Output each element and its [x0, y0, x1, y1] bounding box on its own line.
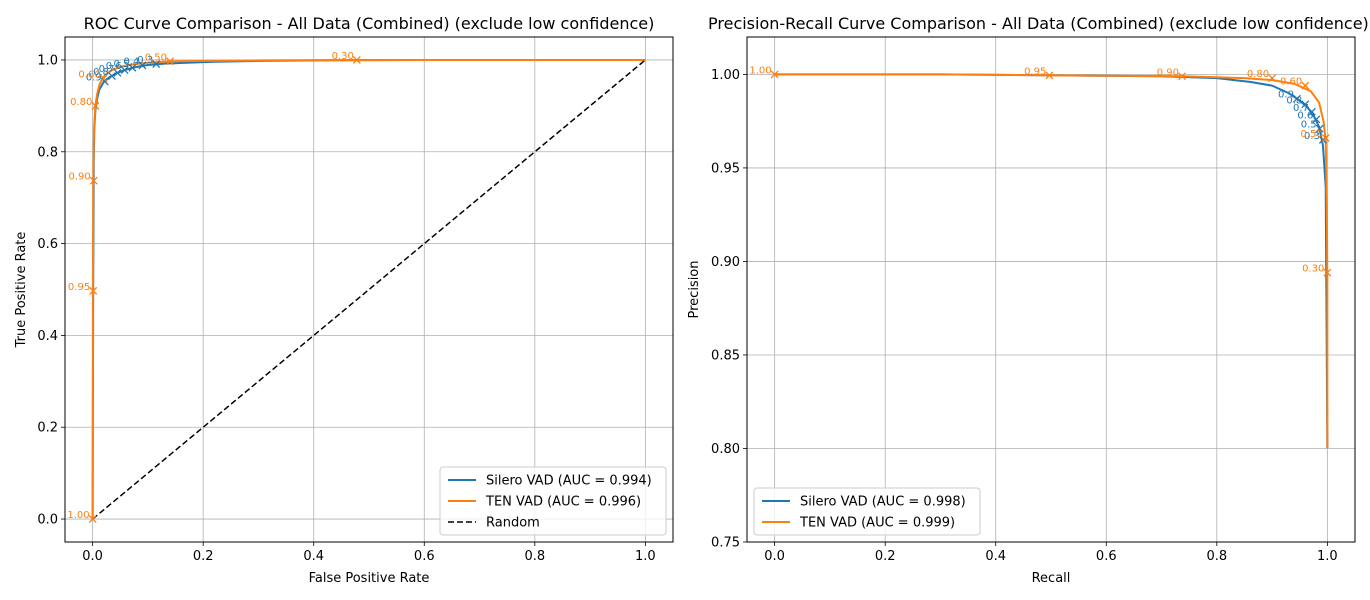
pr-x-tick-label: 0.2 [875, 549, 896, 564]
pr-threshold-marker [1315, 124, 1324, 133]
pr-chart-title: Precision-Recall Curve Comparison - All … [708, 14, 1369, 33]
roc-threshold-label: 0.6 [106, 61, 122, 72]
pr-threshold-label: 1.00 [749, 65, 771, 76]
pr-threshold-marker [1312, 115, 1321, 124]
roc-legend-label: Random [486, 516, 540, 531]
roc-threshold-marker [99, 74, 108, 83]
roc-x-tick-label: 0.8 [524, 549, 545, 564]
pr-x-tick-label: 1.0 [1317, 549, 1338, 564]
roc-threshold-label: 0.30 [332, 51, 354, 62]
roc-plot-frame [64, 36, 674, 543]
pr-threshold-label: 0.8 [1286, 95, 1302, 106]
roc-legend-box [439, 466, 667, 536]
roc-threshold-label: 0.4 [123, 56, 139, 67]
pr-y-tick-label: 1.00 [711, 68, 740, 83]
roc-threshold-marker [91, 101, 100, 110]
roc-threshold-label: 0.95 [68, 282, 90, 293]
pr-x-tick-label: 0.4 [985, 549, 1006, 564]
pr-plot-frame [746, 36, 1356, 543]
roc-series-line-3 [92, 59, 646, 520]
roc-x-tick-label: 0.2 [193, 549, 214, 564]
roc-legend-label: Silero VAD (AUC = 0.994) [486, 474, 652, 489]
pr-threshold-label: 0.60 [1280, 77, 1302, 88]
roc-y-tick-label: 0.6 [37, 237, 58, 252]
pr-threshold-label: 0.30 [1302, 264, 1324, 275]
roc-threshold-marker [166, 57, 174, 66]
pr-x-tick-label: 0.8 [1206, 549, 1227, 564]
pr-legend-label: Silero VAD (AUC = 0.998) [800, 495, 966, 510]
roc-threshold-label: 1.00 [67, 510, 89, 521]
roc-threshold-marker [89, 176, 98, 185]
roc-threshold-marker [89, 286, 98, 295]
pr-x-axis-label: Recall [1032, 571, 1071, 586]
roc-y-tick-label: 0.2 [37, 421, 58, 436]
pr-legend: Silero VAD (AUC = 0.998) TEN VAD (AUC = 0… [753, 487, 981, 536]
pr-threshold-label: 0.3 [1304, 131, 1320, 142]
roc-threshold-label: 0.7 [99, 64, 115, 75]
roc-series-line-2 [91, 58, 646, 520]
roc-threshold-marker [138, 61, 147, 70]
pr-threshold-marker [1323, 268, 1332, 277]
pr-threshold-label: 0.95 [1024, 66, 1046, 77]
roc-threshold-label: 0.3 [137, 55, 153, 66]
pr-threshold-marker [1301, 100, 1310, 109]
roc-x-axis-label: False Positive Rate [309, 571, 430, 586]
pr-threshold-label: 0.7 [1293, 103, 1309, 114]
roc-threshold-label: 0.80 [70, 97, 92, 108]
pr-threshold-marker [770, 70, 779, 79]
roc-y-axis-label: True Positive Rate [14, 232, 29, 349]
roc-threshold-marker [152, 60, 161, 69]
pr-legend-box [753, 487, 981, 536]
roc-y-tick-label: 0.8 [37, 145, 58, 160]
roc-legend: Silero VAD (AUC = 0.994) TEN VAD (AUC = 0… [439, 466, 667, 536]
roc-threshold-marker [120, 66, 129, 75]
pr-y-tick-label: 0.90 [711, 255, 740, 270]
pr-x-tick-label: 0.0 [764, 549, 785, 564]
roc-threshold-label: 0.90 [68, 172, 90, 183]
roc-threshold-label: 0.50 [145, 52, 167, 63]
roc-legend-label: TEN VAD (AUC = 0.996) [485, 495, 641, 510]
pr-threshold-marker [1301, 81, 1310, 90]
roc-x-tick-label: 0.0 [82, 549, 103, 564]
pr-y-axis-label: Precision [687, 260, 702, 318]
roc-chart-title: ROC Curve Comparison - All Data (Combine… [84, 14, 655, 33]
pr-y-tick-label: 0.85 [711, 348, 740, 363]
roc-y-tick-label: 0.4 [37, 329, 58, 344]
roc-threshold-marker [352, 55, 361, 64]
roc-y-tick-label: 1.0 [37, 53, 58, 68]
pr-y-tick-label: 0.75 [711, 536, 740, 551]
pr-x-tick-label: 0.6 [1096, 549, 1117, 564]
pr-threshold-marker [1045, 71, 1054, 80]
pr-threshold-marker [1293, 94, 1301, 103]
pr-threshold-label: 0.80 [1247, 69, 1269, 80]
pr-threshold-label: 0.9 [1278, 90, 1294, 101]
pr-threshold-marker [1268, 74, 1277, 83]
roc-threshold-label: 0.9 [86, 73, 102, 84]
roc-x-tick-label: 1.0 [635, 549, 656, 564]
pr-threshold-label: 0.6 [1297, 110, 1313, 121]
pr-threshold-label: 0.5 [1301, 120, 1317, 131]
pr-legend-label: TEN VAD (AUC = 0.999) [799, 516, 955, 531]
pr-y-tick-label: 0.80 [711, 442, 740, 457]
pr-chart: 0.90.80.70.60.50.31.00 0.95 0.90 0.800.600.… [687, 14, 1369, 586]
pr-y-tick-label: 0.95 [711, 161, 740, 176]
pr-threshold-label: 0.90 [1157, 67, 1179, 78]
roc-x-tick-label: 0.4 [303, 549, 324, 564]
roc-threshold-label: 0.8 [93, 67, 109, 78]
roc-threshold-marker [113, 68, 122, 77]
pr-threshold-marker [1321, 134, 1330, 142]
roc-x-tick-label: 0.6 [414, 549, 435, 564]
roc-y-tick-label: 0.0 [37, 513, 58, 528]
pr-threshold-marker [1178, 72, 1186, 81]
roc-chart: 0.90.80.70.60.50.40.31.000.950.900.800.6… [14, 14, 674, 586]
roc-threshold-marker [128, 63, 137, 72]
roc-threshold-label: 0.60 [78, 69, 100, 80]
roc-threshold-marker [108, 72, 116, 80]
roc-threshold-marker [88, 515, 97, 524]
pr-threshold-label: 0.50 [1300, 129, 1322, 140]
pr-threshold-marker [1307, 107, 1316, 116]
roc-threshold-label: 0.5 [114, 59, 130, 70]
